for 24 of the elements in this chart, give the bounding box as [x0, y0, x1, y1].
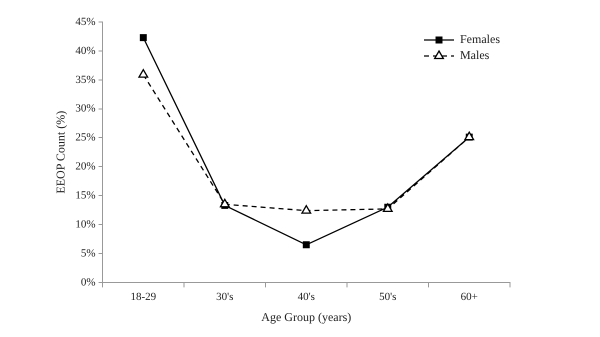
- x-tick-label: 40's: [298, 290, 315, 303]
- point: [220, 198, 230, 208]
- y-tick-label: 20%: [75, 160, 96, 173]
- y-tick-label: 15%: [75, 189, 96, 202]
- y-tick-label: 25%: [75, 132, 96, 144]
- point: [138, 69, 148, 78]
- legend-label: Males: [460, 48, 490, 62]
- y-tick-label: 45%: [75, 16, 96, 28]
- y-tick-label: 5%: [80, 247, 96, 260]
- legend-label: Females: [460, 32, 500, 46]
- y-tick-label: 30%: [75, 102, 96, 115]
- x-axis-title: Age Group (years): [261, 310, 352, 324]
- point: [140, 34, 147, 42]
- y-tick-label: 0%: [80, 276, 96, 288]
- y-tick-label: 10%: [75, 218, 96, 230]
- x-tick-label: 30's: [216, 290, 234, 303]
- x-tick-label: 50's: [379, 290, 396, 303]
- x-tick-label: 60+: [460, 290, 478, 303]
- y-tick-label: 40%: [75, 44, 96, 57]
- point: [301, 204, 312, 214]
- point: [302, 241, 310, 248]
- y-axis-title: EEOP Count (%): [53, 110, 68, 194]
- y-tick-label: 35%: [75, 74, 96, 86]
- x-tick-label: 18-29: [130, 290, 157, 303]
